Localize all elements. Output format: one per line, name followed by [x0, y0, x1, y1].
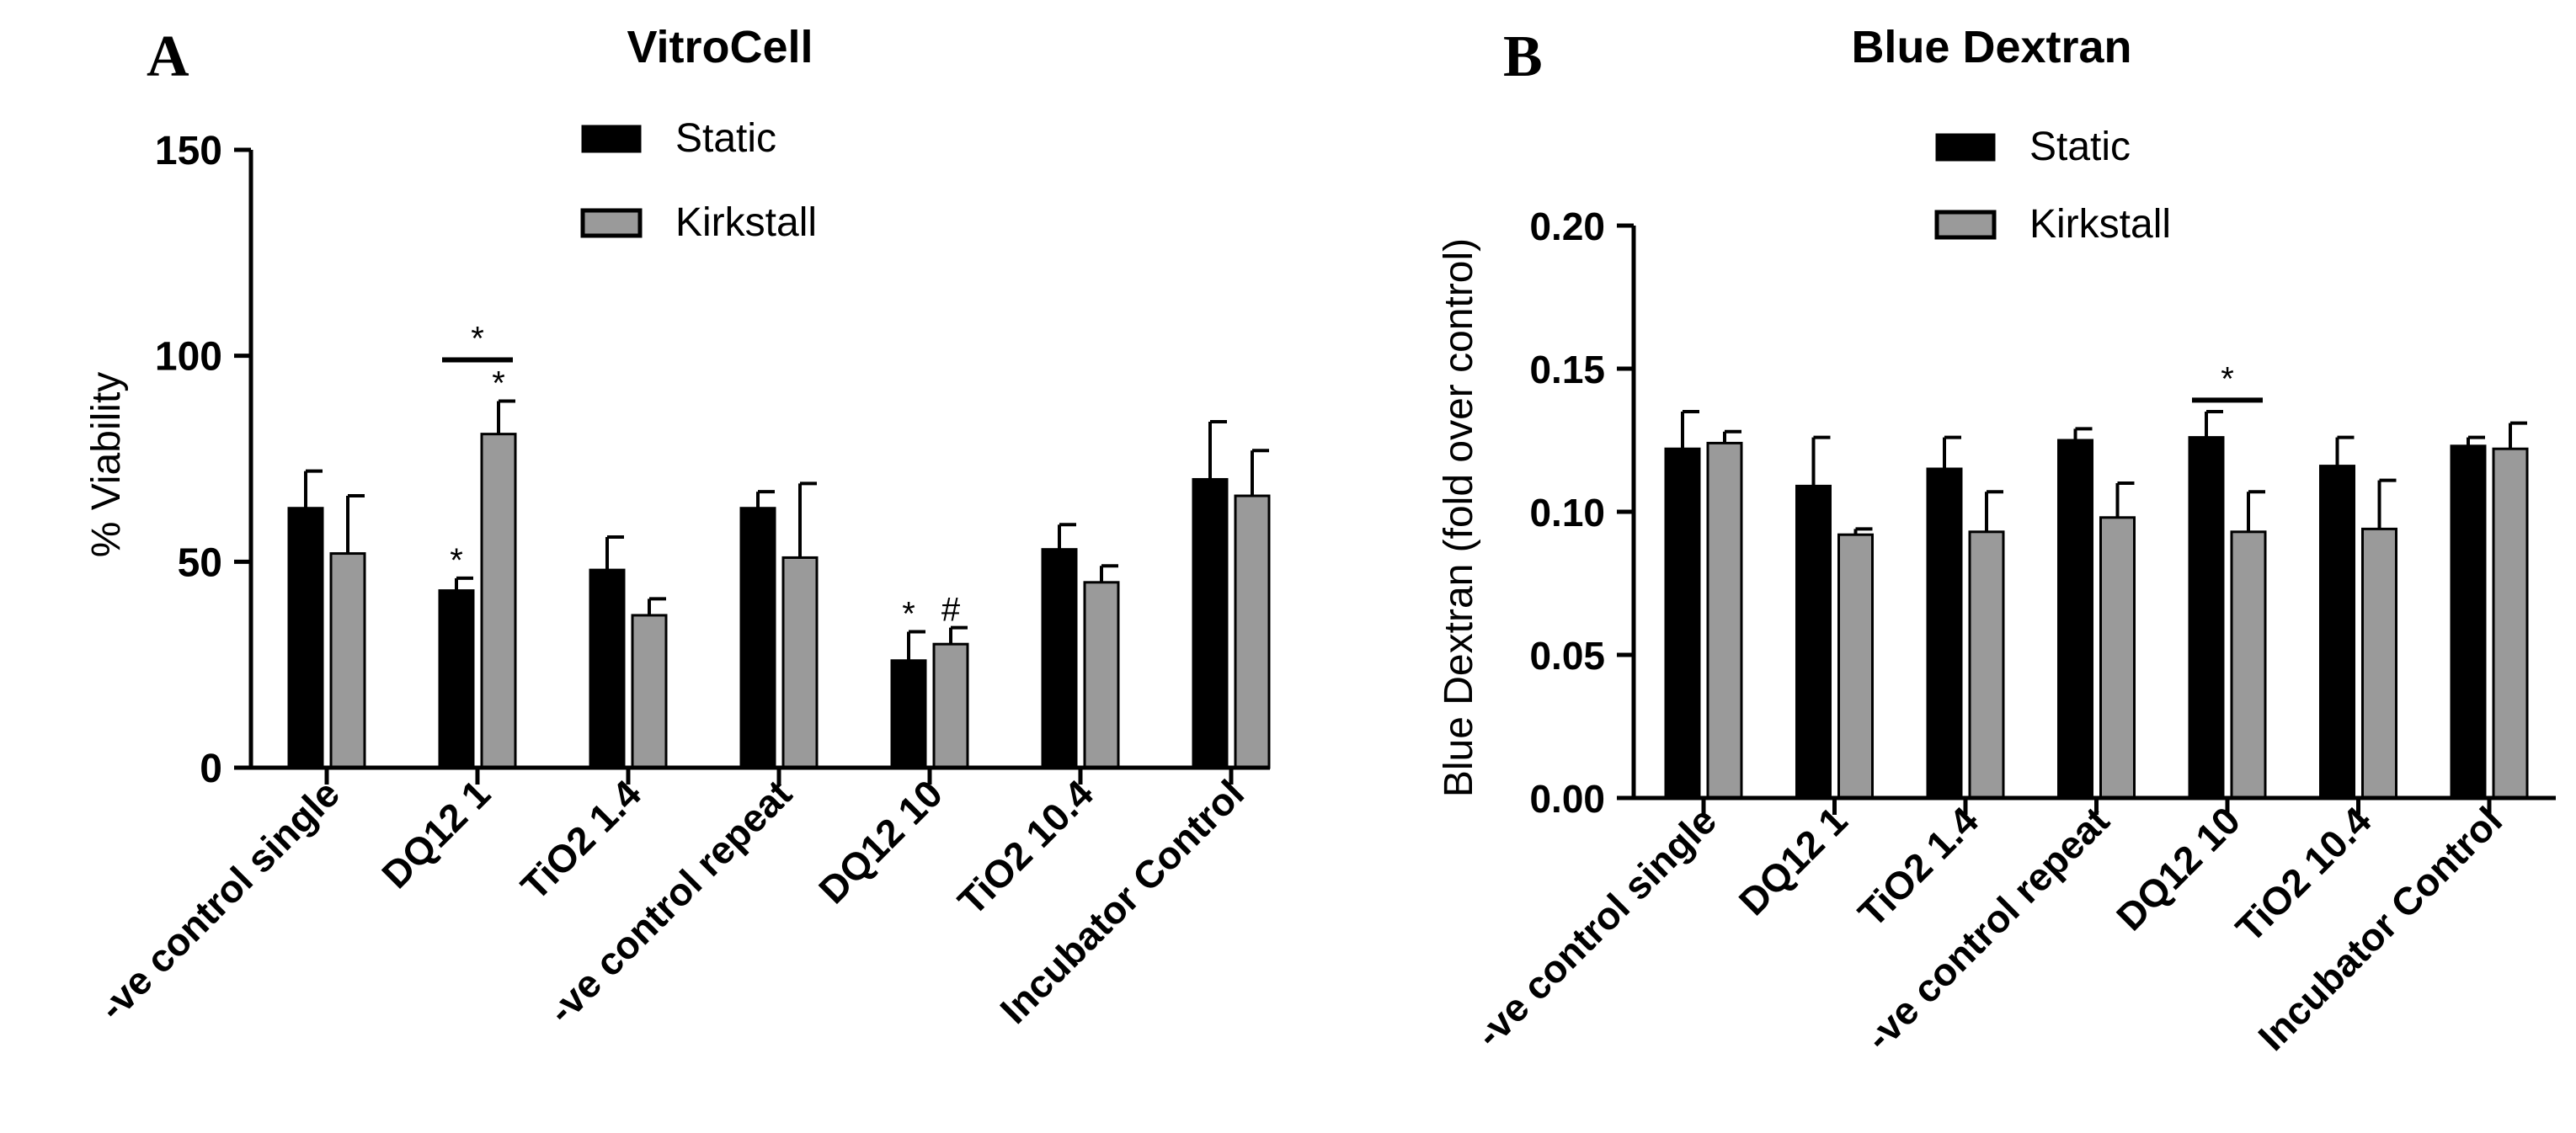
bar-kirkstall-6: [2492, 447, 2529, 800]
panel-b-legend-kirkstall-label: Kirkstall: [2029, 202, 2171, 247]
bar-static-4: [890, 659, 927, 769]
panel-a-letter: A: [147, 24, 189, 89]
y-tick-label: 0: [200, 747, 222, 791]
bar-kirkstall-0: [1706, 441, 1743, 800]
significance-marker: #: [941, 592, 961, 629]
panel-a-legend-kirkstall-swatch: [580, 208, 643, 238]
panel-a-y-ticks: 0 50 100 150: [155, 129, 251, 791]
panel-b-annotations: *: [2192, 360, 2263, 403]
significance-marker: *: [471, 321, 484, 358]
significance-marker: *: [492, 364, 505, 402]
bar-kirkstall-2: [631, 614, 668, 769]
significance-marker: *: [450, 542, 463, 579]
bar-kirkstall-4: [932, 642, 969, 769]
y-tick-label: 0.15: [1529, 348, 1605, 391]
panel-a-legend-static-label: Static: [675, 116, 776, 161]
bar-static-3: [2057, 439, 2093, 800]
significance-marker: *: [2221, 360, 2234, 397]
bar-static-2: [589, 568, 626, 769]
panel-a-x-ticks: [324, 768, 1234, 785]
panel-b-ylabel: Blue Dextran (fold over control): [1437, 238, 1481, 797]
bar-kirkstall-5: [1083, 581, 1120, 769]
bar-kirkstall-2: [1968, 530, 2005, 800]
y-tick-label: 0.00: [1529, 777, 1605, 821]
panel-b-legend: Static Kirkstall: [1934, 125, 2171, 247]
bar-static-4: [2188, 436, 2225, 800]
panel-b-y-ticks: 0.00 0.05 0.10 0.15 0.20: [1529, 205, 1634, 821]
panel-a-legend: Static Kirkstall: [580, 116, 817, 245]
panel-b-bars: [1664, 410, 2529, 800]
bar-static-1: [438, 589, 475, 769]
y-tick-label: 50: [178, 540, 222, 585]
y-tick-label: 150: [155, 129, 222, 173]
panel-a-ylabel: % Viability: [84, 372, 129, 558]
panel-a-legend-static-swatch: [581, 125, 642, 153]
bar-static-6: [2450, 444, 2487, 800]
bar-static-5: [1041, 548, 1078, 769]
bar-static-6: [1192, 477, 1229, 769]
panel-a-annotations: **** #: [442, 321, 961, 633]
panel-a-title: VitroCell: [627, 22, 813, 72]
bar-kirkstall-3: [2099, 516, 2136, 800]
bar-static-3: [739, 507, 776, 769]
bar-kirkstall-6: [1234, 494, 1271, 769]
bar-static-0: [1664, 447, 1701, 800]
panel-b-x-ticks: [1701, 798, 2492, 815]
panel-b-title: Blue Dextran: [1851, 22, 2131, 72]
y-tick-label: 0.05: [1529, 634, 1605, 678]
bar-static-5: [2319, 465, 2355, 800]
y-tick-label: 0.20: [1529, 205, 1605, 248]
panel-a-legend-kirkstall-label: Kirkstall: [675, 200, 817, 245]
y-tick-label: 0.10: [1529, 491, 1605, 535]
panel-b-legend-static-label: Static: [2029, 125, 2131, 169]
bar-static-1: [1795, 484, 1832, 800]
y-tick-label: 100: [155, 335, 222, 380]
bar-kirkstall-1: [480, 433, 517, 769]
bar-kirkstall-0: [329, 552, 366, 769]
significance-marker: *: [902, 596, 915, 633]
bar-kirkstall-1: [1837, 533, 1874, 800]
panel-a-bars: [287, 399, 1271, 769]
bar-kirkstall-4: [2230, 530, 2267, 800]
bar-kirkstall-3: [781, 556, 819, 769]
panel-b-legend-kirkstall-swatch: [1934, 210, 1997, 240]
panel-b-letter: B: [1503, 24, 1543, 89]
bar-static-0: [287, 507, 324, 769]
panel-b-legend-static-swatch: [1935, 133, 1996, 162]
bar-kirkstall-5: [2361, 527, 2397, 800]
bar-static-2: [1926, 467, 1963, 800]
